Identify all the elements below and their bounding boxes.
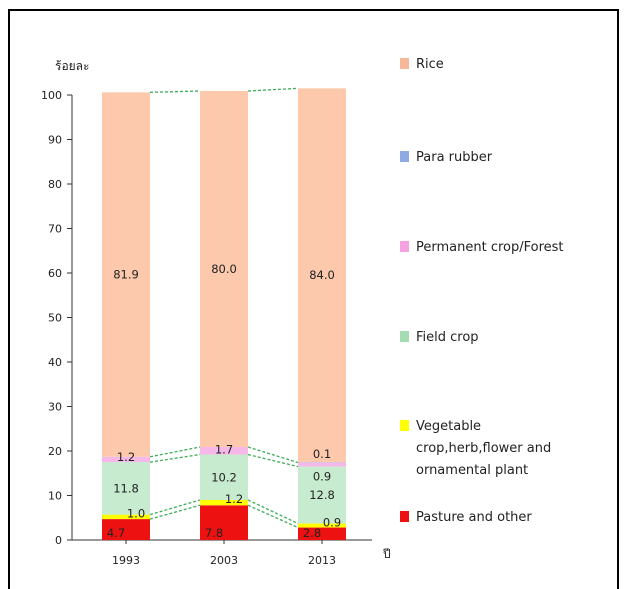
series-connector-line [150, 91, 200, 92]
data-label: 0.9 [323, 516, 341, 530]
data-label: 81.9 [113, 268, 139, 282]
y-tick-label: 50 [48, 312, 62, 325]
data-label: 84.0 [309, 268, 335, 282]
legend-label: Para rubber [416, 150, 493, 165]
data-label: 4.7 [107, 526, 125, 540]
y-tick-label: 100 [41, 89, 62, 102]
data-label: 1.2 [117, 450, 135, 464]
x-tick-label: 1993 [112, 554, 140, 567]
y-tick-label: 0 [55, 534, 62, 547]
data-label: 2.8 [303, 526, 321, 540]
data-label: 0.9 [313, 470, 331, 484]
legend-swatch [400, 511, 409, 522]
series-connector-line [150, 447, 200, 457]
series-connector-line [248, 455, 298, 467]
data-label: 7.8 [205, 526, 223, 540]
y-tick-label: 40 [48, 356, 62, 369]
data-label: 1.7 [215, 443, 233, 457]
data-label: 1.0 [127, 507, 145, 521]
legend-label: Pasture and other [416, 510, 532, 525]
series-connector-line [248, 505, 298, 527]
y-tick-label: 90 [48, 134, 62, 147]
y-tick-label: 60 [48, 267, 62, 280]
y-tick-label: 10 [48, 490, 62, 503]
data-label: 10.2 [211, 470, 237, 484]
data-label: 12.8 [309, 488, 335, 502]
bar-segment [298, 463, 346, 467]
data-label: 80.0 [211, 262, 237, 276]
x-tick-label: 2013 [308, 554, 336, 567]
legend-label: Field crop [416, 330, 479, 345]
data-label: 0.1 [313, 447, 331, 461]
series-connector-line [248, 500, 298, 524]
y-tick-label: 20 [48, 445, 62, 458]
legend-label: Rice [416, 57, 444, 72]
legend-label: Permanent crop/Forest [416, 240, 564, 255]
legend-swatch [400, 151, 409, 162]
legend-swatch [400, 420, 409, 431]
y-tick-label: 30 [48, 401, 62, 414]
data-label: 1.2 [225, 492, 243, 506]
x-axis-label: ปี [382, 547, 390, 561]
legend-swatch [400, 241, 409, 252]
data-label: 11.8 [113, 481, 139, 495]
y-tick-label: 80 [48, 178, 62, 191]
y-axis-label: ร้อยละ [55, 59, 89, 73]
legend-swatch [400, 58, 409, 69]
x-tick-label: 2003 [210, 554, 238, 567]
series-connector-line [248, 88, 298, 91]
legend-label: Vegetable [416, 419, 481, 434]
y-tick-label: 70 [48, 223, 62, 236]
legend-label: crop,herb,flower and [416, 441, 551, 456]
legend-label: ornamental plant [416, 463, 528, 478]
legend-swatch [400, 331, 409, 342]
